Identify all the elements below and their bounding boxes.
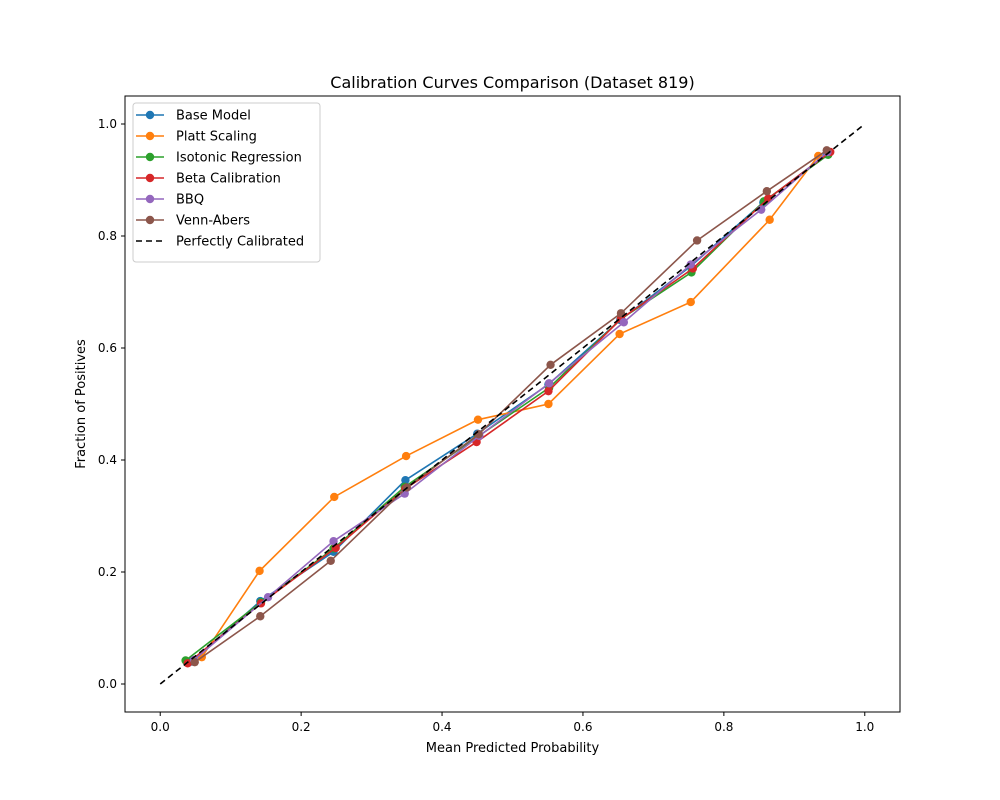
data-point [615,329,624,339]
data-point [474,430,483,439]
data-point [401,475,410,485]
y-tick-label: 0.4 [98,453,117,467]
series-4 [189,147,832,665]
legend-entry: Platt Scaling [136,130,257,145]
legend-swatch-marker [145,152,155,162]
legend-entry: Base Model [136,109,251,124]
legend-label: Perfectly Calibrated [176,235,304,250]
x-tick-label: 0.6 [573,720,592,734]
legend-swatch-marker [145,194,155,204]
legend-entry: Isotonic Regression [136,151,302,166]
plot-area [159,123,866,685]
series-line [194,149,828,663]
data-point [757,205,766,214]
plot-frame [124,95,901,713]
x-tick-label: 0.2 [292,720,311,734]
y-tick-label: 0.8 [98,229,117,243]
data-point [544,399,553,409]
legend: Base Model Platt Scaling Isotonic Regressi… [132,102,321,263]
data-point [326,556,335,565]
legend-label: Venn-Abers [176,214,250,229]
legend-entry: Perfectly Calibrated [136,235,304,250]
y-tick-label: 0.6 [98,341,117,355]
legend-box [132,102,321,263]
legend-label: Beta Calibration [176,172,281,187]
data-point [686,297,695,307]
data-point [686,260,695,269]
data-point [255,566,264,576]
x-tick-label: 1.0 [855,720,874,734]
legend-label: BBQ [176,193,204,208]
y-tick-label: 1.0 [98,117,117,131]
legend-label: Platt Scaling [176,130,257,145]
legend-swatch-marker [145,215,155,225]
data-point [329,537,338,546]
legend-swatch-marker [145,131,155,141]
data-point [183,659,192,668]
data-point [692,236,702,245]
x-tick-label: 0.8 [714,720,733,734]
data-point [473,415,483,424]
legend-entry: Beta Calibration [136,172,281,187]
legend-label: Base Model [176,109,251,124]
series-5 [190,146,831,667]
legend-swatch-marker [145,173,155,183]
data-point [190,657,199,667]
y-tick-label: 0.0 [98,677,117,691]
data-point [256,612,265,621]
x-tick-label: 0.4 [432,720,451,734]
axis-ticks: 0.0 0.2 0.4 0.6 0.8 1.0 0.0 0.2 0.4 0.6 0.8 1.0 [98,117,874,734]
y-axis-label: Fraction of Positives [74,339,89,469]
data-point [330,492,339,502]
series-line [193,151,828,661]
data-point [544,386,553,396]
chart-title: Calibration Curves Comparison (Dataset 8… [330,73,694,92]
legend-swatch-marker [145,110,155,120]
data-point [762,187,772,196]
x-axis-label: Mean Predicted Probability [426,741,600,756]
data-point [765,215,774,224]
y-tick-label: 0.2 [98,565,117,579]
data-point [546,360,555,369]
x-tick-label: 0.0 [151,720,170,734]
data-point [401,451,411,461]
legend-entry: Venn-Abers [136,214,250,229]
legend-label: Isotonic Regression [176,151,302,166]
data-point [764,194,773,203]
data-point [544,379,554,388]
legend-entry: BBQ [136,193,204,208]
data-point [619,318,629,327]
